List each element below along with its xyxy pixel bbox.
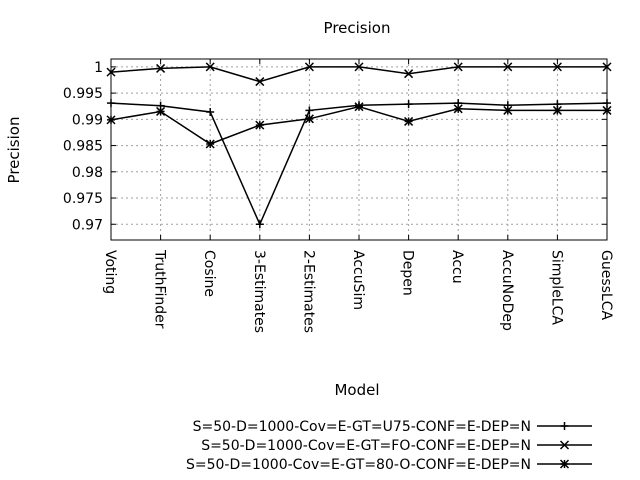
legend-swatch-marker [559, 440, 570, 450]
marker-stroke [404, 116, 414, 126]
x-tick-labels: Voting TruthFinder Cosine 3-Estimates 2-Esti… [102, 249, 614, 333]
data-point [156, 106, 166, 116]
data-point [106, 115, 116, 125]
legend-entry-3: S=50-D=1000-Cov=E-GT=80-O-CONF=E-DEP=N [186, 457, 592, 473]
x-axis-label: Model [334, 381, 379, 399]
grid [110, 59, 608, 240]
marker-stroke [552, 105, 562, 115]
data-point [354, 102, 364, 112]
x-tick-label: SimpleLCA [548, 250, 564, 325]
marker-stroke [552, 62, 562, 72]
data-point [156, 63, 166, 73]
y-tick-label: 0.99 [72, 112, 103, 128]
y-tick-label: 0.97 [72, 217, 103, 233]
data-point [304, 114, 314, 124]
marker-stroke [453, 104, 463, 114]
data-point [304, 62, 314, 72]
x-tick-label: Cosine [201, 250, 217, 297]
y-tick-labels: 0.97 0.975 0.98 0.985 0.99 0.995 1 [63, 60, 103, 233]
x-tick-label: Voting [102, 250, 118, 294]
plot-frame [110, 58, 608, 241]
series-lines [106, 62, 612, 229]
x-tick-label: AccuNoDep [499, 250, 515, 331]
marker-stroke [205, 62, 215, 72]
data-point [602, 105, 612, 115]
marker-stroke [559, 459, 570, 469]
marker-stroke [106, 115, 116, 125]
marker-stroke [304, 114, 314, 124]
data-point [205, 139, 215, 149]
marker-stroke [602, 105, 612, 115]
data-point [255, 120, 265, 130]
legend-label: S=50-D=1000-Cov=E-GT=U75-CONF=E-DEP=N [193, 419, 531, 435]
data-point [602, 62, 612, 72]
marker-stroke [354, 102, 364, 112]
series-3 [106, 102, 612, 149]
y-tick-label: 0.985 [63, 139, 103, 155]
data-point [255, 220, 264, 229]
marker-stroke [354, 62, 364, 72]
legend-label: S=50-D=1000-Cov=E-GT=FO-CONF=E-DEP=N [201, 438, 531, 454]
legend: S=50-D=1000-Cov=E-GT=U75-CONF=E-DEP=N S=5… [186, 419, 592, 473]
chart-title: Precision [324, 19, 391, 37]
marker-stroke [503, 62, 513, 72]
marker-stroke [304, 62, 314, 72]
x-tick-label: Accu [449, 250, 465, 284]
legend-entry-2: S=50-D=1000-Cov=E-GT=FO-CONF=E-DEP=N [201, 438, 592, 454]
x-tick-label: AccuSim [350, 250, 366, 310]
x-tick-label: GuessLCA [598, 250, 614, 320]
y-tick-label: 0.975 [63, 191, 103, 207]
data-point [404, 116, 414, 126]
marker-stroke [255, 120, 265, 130]
data-point [404, 100, 413, 109]
legend-swatch-marker [559, 459, 570, 469]
data-point [453, 104, 463, 114]
x-tick-label: TruthFinder [152, 249, 168, 329]
data-point [107, 99, 115, 108]
x-tick-label: Depen [400, 250, 416, 296]
data-point [305, 106, 314, 115]
x-tick-label: 2-Estimates [300, 250, 316, 333]
data-point [603, 99, 611, 108]
data-point [255, 77, 265, 87]
marker-stroke [156, 63, 166, 73]
marker-stroke [255, 77, 265, 87]
data-point [354, 62, 364, 72]
series-2 [106, 62, 612, 87]
legend-label: S=50-D=1000-Cov=E-GT=80-O-CONF=E-DEP=N [186, 457, 531, 473]
series-line [110, 102, 608, 227]
data-point [552, 62, 562, 72]
x-tick-label: 3-Estimates [251, 250, 267, 333]
y-tick-label: 0.98 [72, 165, 103, 181]
marker-stroke [205, 139, 215, 149]
marker-stroke [503, 105, 513, 115]
y-axis-label: Precision [5, 117, 23, 184]
marker-stroke [602, 62, 612, 72]
marker-stroke [404, 69, 414, 79]
data-point [552, 105, 562, 115]
data-point [404, 69, 414, 79]
marker-stroke [106, 67, 116, 77]
marker-stroke [453, 62, 463, 72]
y-tick-label: 0.995 [63, 86, 103, 102]
data-point [106, 67, 116, 77]
legend-swatch-marker [560, 422, 569, 430]
data-point [453, 62, 463, 72]
y-tick-label: 1 [94, 60, 103, 76]
axes [110, 58, 608, 241]
data-point [205, 62, 215, 72]
data-point [503, 62, 513, 72]
series-1 [107, 99, 611, 229]
marker-stroke [156, 106, 166, 116]
legend-entry-1: S=50-D=1000-Cov=E-GT=U75-CONF=E-DEP=N [193, 419, 592, 435]
data-point [503, 105, 513, 115]
marker-stroke [559, 440, 570, 450]
data-point [206, 107, 215, 116]
